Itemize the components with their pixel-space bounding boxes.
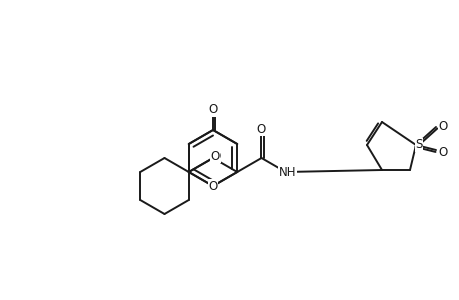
Text: O: O xyxy=(437,146,447,158)
Text: NH: NH xyxy=(279,166,296,178)
Text: O: O xyxy=(256,123,266,136)
Text: O: O xyxy=(437,121,447,134)
Text: O: O xyxy=(211,149,220,163)
Text: O: O xyxy=(208,179,217,193)
Text: O: O xyxy=(210,151,219,164)
Text: S: S xyxy=(414,139,422,152)
Text: O: O xyxy=(208,103,217,116)
